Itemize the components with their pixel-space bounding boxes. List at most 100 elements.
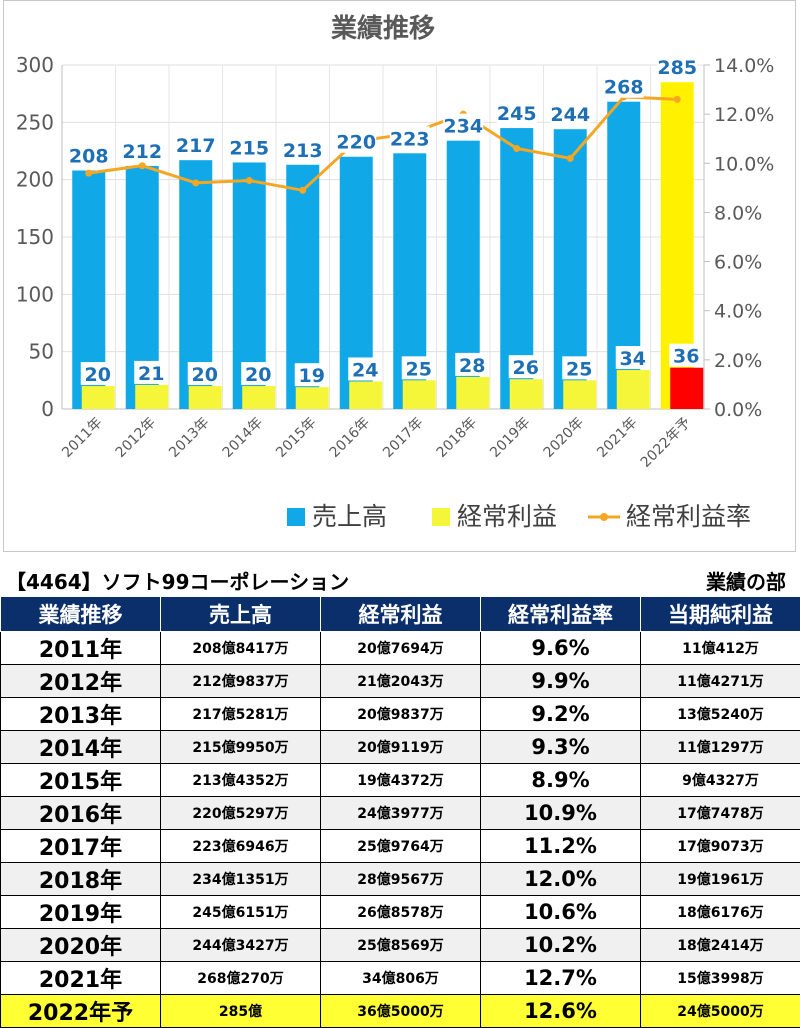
cell-year: 2011年 bbox=[1, 632, 161, 665]
profit-bar bbox=[349, 381, 382, 409]
cell-profit-rate: 12.6% bbox=[481, 995, 641, 1028]
y-right-tick-label: 12.0% bbox=[714, 104, 774, 126]
cell-net-income: 18億6176万 bbox=[641, 896, 800, 929]
y-right-tick-label: 10.0% bbox=[714, 153, 774, 175]
sales-data-label: 268 bbox=[604, 77, 644, 99]
cell-year: 2015年 bbox=[1, 764, 161, 797]
cell-net-income: 9億4327万 bbox=[641, 764, 800, 797]
cell-net-income: 24億5000万 bbox=[641, 995, 800, 1028]
cell-sales: 208億8417万 bbox=[161, 632, 321, 665]
cell-ordinary-profit: 34億806万 bbox=[321, 962, 481, 995]
y-left-tick-label: 300 bbox=[16, 53, 54, 77]
cell-ordinary-profit: 20億9119万 bbox=[321, 731, 481, 764]
chart-title: 業績推移 bbox=[331, 14, 435, 44]
cell-ordinary-profit: 28億9567万 bbox=[321, 863, 481, 896]
cell-ordinary-profit: 21億2043万 bbox=[321, 665, 481, 698]
cell-sales: 217億5281万 bbox=[161, 698, 321, 731]
cell-ordinary-profit: 20億9837万 bbox=[321, 698, 481, 731]
sales-data-label: 285 bbox=[657, 57, 697, 79]
profit-data-label: 21 bbox=[138, 363, 164, 385]
profit-data-label: 28 bbox=[459, 355, 485, 377]
profit-rate-point bbox=[246, 177, 253, 184]
y-right-tick-label: 6.0% bbox=[714, 252, 762, 274]
x-tick-label: 2021年 bbox=[594, 415, 640, 461]
profit-data-label: 20 bbox=[85, 364, 111, 386]
legend-label-profit: 経常利益 bbox=[457, 502, 557, 531]
profit-data-label: 25 bbox=[406, 358, 432, 380]
cell-sales: 234億1351万 bbox=[161, 863, 321, 896]
y-right-tick-label: 2.0% bbox=[714, 350, 762, 372]
cell-sales: 244億3427万 bbox=[161, 929, 321, 962]
profit-data-label: 20 bbox=[192, 364, 218, 386]
cell-year: 2014年 bbox=[1, 731, 161, 764]
cell-year: 2021年 bbox=[1, 962, 161, 995]
cell-ordinary-profit: 25億9764万 bbox=[321, 830, 481, 863]
cell-ordinary-profit: 25億8569万 bbox=[321, 929, 481, 962]
cell-year: 2018年 bbox=[1, 863, 161, 896]
performance-chart: 業績推移0501001502002503000.0%2.0%4.0%6.0%8.… bbox=[4, 1, 797, 553]
cell-net-income: 18億2414万 bbox=[641, 929, 800, 962]
sales-data-label: 244 bbox=[550, 104, 590, 126]
cell-year: 2022年予 bbox=[1, 995, 161, 1028]
profit-bar bbox=[82, 386, 115, 409]
table-header-row: 業績推移 売上高 経常利益 経常利益率 当期純利益 bbox=[1, 597, 800, 632]
cell-profit-rate: 9.2% bbox=[481, 698, 641, 731]
cell-net-income: 11億4271万 bbox=[641, 665, 800, 698]
cell-net-income: 19億1961万 bbox=[641, 863, 800, 896]
cell-year: 2016年 bbox=[1, 797, 161, 830]
cell-profit-rate: 12.0% bbox=[481, 863, 641, 896]
cell-ordinary-profit: 24億3977万 bbox=[321, 797, 481, 830]
cell-ordinary-profit: 19億4372万 bbox=[321, 764, 481, 797]
header-profit-rate: 経常利益率 bbox=[481, 597, 641, 632]
profit-rate-point bbox=[299, 187, 306, 194]
cell-net-income: 17億9073万 bbox=[641, 830, 800, 863]
profit-bar bbox=[563, 380, 596, 409]
cell-year: 2017年 bbox=[1, 830, 161, 863]
header-net-income: 当期純利益 bbox=[641, 597, 800, 632]
profit-rate-point bbox=[513, 145, 520, 152]
x-tick-label: 2012年 bbox=[113, 415, 159, 461]
y-left-tick-label: 250 bbox=[16, 110, 54, 134]
profit-data-label: 20 bbox=[245, 364, 271, 386]
cell-year: 2012年 bbox=[1, 665, 161, 698]
x-tick-label: 2017年 bbox=[380, 415, 426, 461]
profit-bar bbox=[403, 380, 436, 409]
y-right-tick-label: 4.0% bbox=[714, 301, 762, 323]
cell-net-income: 17億7478万 bbox=[641, 797, 800, 830]
company-caption: 【4464】ソフト99コーポレーション bbox=[6, 566, 349, 595]
x-tick-label: 2016年 bbox=[327, 415, 373, 461]
cell-sales: 220億5297万 bbox=[161, 797, 321, 830]
profit-bar bbox=[296, 387, 329, 409]
y-right-tick-label: 14.0% bbox=[714, 55, 774, 77]
x-tick-label: 2022年予 bbox=[638, 415, 694, 471]
section-caption: 業績の部 bbox=[706, 566, 786, 595]
profit-data-label: 24 bbox=[352, 359, 378, 381]
cell-sales: 268億270万 bbox=[161, 962, 321, 995]
y-left-tick-label: 200 bbox=[16, 168, 54, 192]
x-tick-label: 2014年 bbox=[220, 415, 266, 461]
cell-ordinary-profit: 36億5000万 bbox=[321, 995, 481, 1028]
cell-sales: 223億6946万 bbox=[161, 830, 321, 863]
sales-data-label: 220 bbox=[336, 132, 376, 154]
cell-profit-rate: 9.3% bbox=[481, 731, 641, 764]
sales-data-label: 213 bbox=[283, 140, 323, 162]
cell-net-income: 11億412万 bbox=[641, 632, 800, 665]
cell-profit-rate: 9.6% bbox=[481, 632, 641, 665]
profit-data-label: 26 bbox=[513, 357, 539, 379]
x-tick-label: 2019年 bbox=[487, 415, 533, 461]
sales-data-label: 217 bbox=[176, 135, 216, 157]
cell-ordinary-profit: 20億7694万 bbox=[321, 632, 481, 665]
cell-profit-rate: 9.9% bbox=[481, 665, 641, 698]
profit-rate-point bbox=[674, 96, 681, 103]
cell-sales: 245億6151万 bbox=[161, 896, 321, 929]
